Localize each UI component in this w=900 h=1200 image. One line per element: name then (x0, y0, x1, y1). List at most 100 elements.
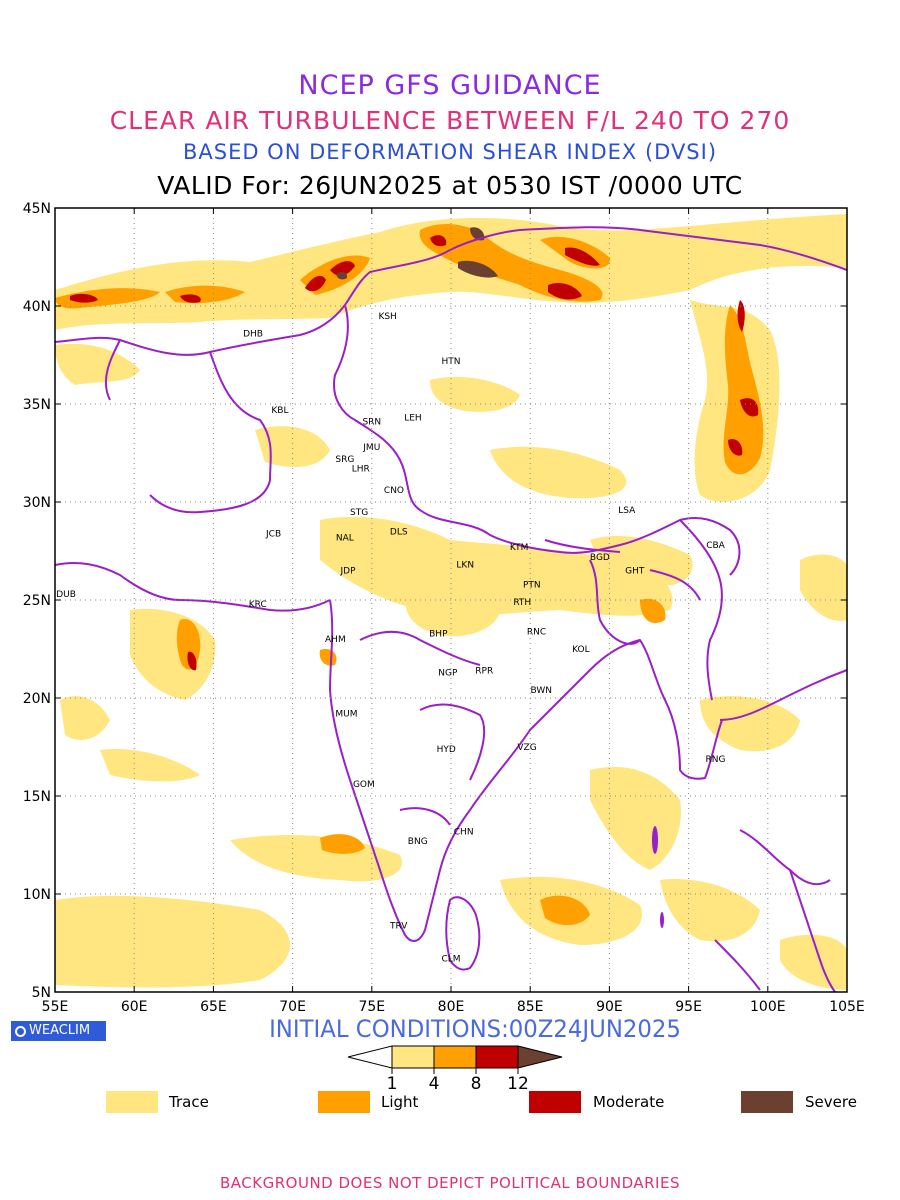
station-label-ktm: KTM (510, 543, 528, 553)
station-label-gom: GOM (353, 780, 375, 790)
legend-label-moderate: Moderate (593, 1093, 665, 1111)
lat-tick-label: 30N (23, 495, 51, 511)
lat-tick-label: 25N (23, 593, 51, 609)
lat-tick-label: 20N (23, 691, 51, 707)
station-label-ngp: NGP (438, 669, 458, 679)
station-label-srg: SRG (335, 455, 354, 465)
lon-tick-label: 70E (279, 999, 306, 1015)
station-label-stg: STG (350, 508, 368, 518)
weaclim-logo: WEACLIM (11, 1021, 106, 1041)
station-label-vzg: VZG (517, 743, 536, 753)
station-label-cba: CBA (706, 541, 725, 551)
lon-tick-label: 65E (200, 999, 227, 1015)
latitude-labels: 45N 40N 35N 30N 25N 20N 15N 10N 5N (23, 201, 51, 1001)
station-label-lkn: LKN (456, 561, 474, 571)
station-label-dls: DLS (390, 527, 408, 537)
station-label-cno: CNO (384, 486, 404, 496)
station-label-mum: MUM (335, 710, 357, 720)
station-label-rpr: RPR (475, 667, 493, 677)
boundaries (55, 226, 847, 992)
lat-tick-label: 40N (23, 299, 51, 315)
lon-tick-label: 90E (596, 999, 623, 1015)
station-label-bwn: BWN (531, 686, 553, 696)
colorbar-tick-label: 1 (387, 1074, 398, 1094)
station-label-kol: KOL (572, 645, 590, 655)
station-label-rnc: RNC (527, 627, 546, 637)
colorbar-tick-label: 12 (507, 1074, 529, 1094)
station-label-jcb: JCB (265, 529, 281, 539)
station-label-trv: TRV (389, 921, 408, 931)
legend-swatch-severe (741, 1091, 793, 1113)
longitude-labels: 55E 60E 65E 70E 75E 80E 85E 90E 95E 100E 105E (42, 999, 865, 1015)
station-label-clm: CLM (441, 955, 460, 965)
colorbar-segment-trace (391, 1045, 435, 1069)
station-label-srn: SRN (362, 418, 381, 428)
colorbar-segment-moderate (475, 1045, 519, 1069)
colorbar (347, 1045, 563, 1069)
station-label-ght: GHT (625, 567, 645, 577)
lat-tick-label: 35N (23, 397, 51, 413)
station-label-lhr: LHR (352, 465, 370, 475)
lon-tick-label: 80E (438, 999, 465, 1015)
disclaimer-footer: BACKGROUND DOES NOT DEPICT POLITICAL BOU… (220, 1174, 680, 1192)
station-label-ptn: PTN (523, 580, 541, 590)
station-label-jmu: JMU (362, 443, 380, 453)
lon-tick-label: 60E (121, 999, 148, 1015)
station-label-nal: NAL (336, 533, 354, 543)
station-label-krc: KRC (249, 600, 267, 610)
colorbar-tick-label: 8 (471, 1074, 482, 1094)
station-label-bgd: BGD (590, 553, 610, 563)
lat-tick-label: 10N (23, 887, 51, 903)
chart-subtitle: CLEAR AIR TURBULENCE BETWEEN F/L 240 TO … (109, 106, 791, 135)
colorbar-tick-label: 4 (429, 1074, 440, 1094)
legend-label-trace: Trace (169, 1093, 209, 1111)
station-label-jdp: JDP (340, 567, 357, 577)
colorbar-upper-triangle (517, 1045, 563, 1069)
lon-tick-label: 75E (358, 999, 385, 1015)
islands (652, 826, 664, 928)
legend-swatch-moderate (529, 1091, 581, 1113)
lon-tick-label: 55E (42, 999, 69, 1015)
chart-title: NCEP GFS GUIDANCE (298, 70, 602, 101)
valid-time: VALID For: 26JUN2025 at 0530 IST /0000 U… (157, 171, 743, 200)
station-label-bhp: BHP (429, 629, 448, 639)
colorbar-lower-triangle (347, 1045, 393, 1069)
station-label-dhb: DHB (243, 329, 263, 339)
station-label-hyd: HYD (437, 745, 456, 755)
station-label-kbl: KBL (271, 406, 288, 416)
severe-areas (336, 227, 498, 280)
station-label-dub: DUB (56, 590, 76, 600)
legend-swatch-trace (106, 1091, 158, 1113)
lat-tick-label: 45N (23, 201, 51, 217)
lon-tick-label: 100E (750, 999, 786, 1015)
index-description: BASED ON DEFORMATION SHEAR INDEX (DVSI) (182, 140, 718, 164)
colorbar-tick-labels: 1 4 8 12 (387, 1068, 529, 1094)
station-label-rng: RNG (706, 755, 726, 765)
lon-tick-label: 85E (517, 999, 544, 1015)
lat-tick-label: 15N (23, 789, 51, 805)
legend-label-light: Light (381, 1093, 419, 1111)
lon-tick-label: 105E (829, 999, 865, 1015)
initial-conditions: INITIAL CONDITIONS:00Z24JUN2025 (269, 1015, 681, 1043)
legend-swatch-light (318, 1091, 370, 1113)
weaclim-logo-icon (15, 1026, 26, 1037)
station-label-htn: HTN (442, 357, 461, 367)
grid-lines (55, 208, 847, 992)
lat-tick-label: 5N (32, 985, 51, 1001)
legend-label-severe: Severe (805, 1093, 857, 1111)
station-label-leh: LEH (404, 414, 421, 424)
turbulence-fields (55, 214, 847, 990)
station-label-ahm: AHM (325, 635, 346, 645)
station-label-chn: CHN (454, 827, 474, 837)
station-label-ksh: KSH (378, 312, 396, 322)
station-label-rth: RTH (513, 598, 531, 608)
station-label-bng: BNG (408, 837, 428, 847)
station-label-lsa: LSA (618, 506, 636, 516)
colorbar-segment-light (433, 1045, 477, 1069)
lon-tick-label: 95E (675, 999, 702, 1015)
moderate-areas (70, 235, 759, 671)
axis-ticks (54, 207, 848, 993)
weaclim-logo-text: WEACLIM (29, 1023, 91, 1038)
